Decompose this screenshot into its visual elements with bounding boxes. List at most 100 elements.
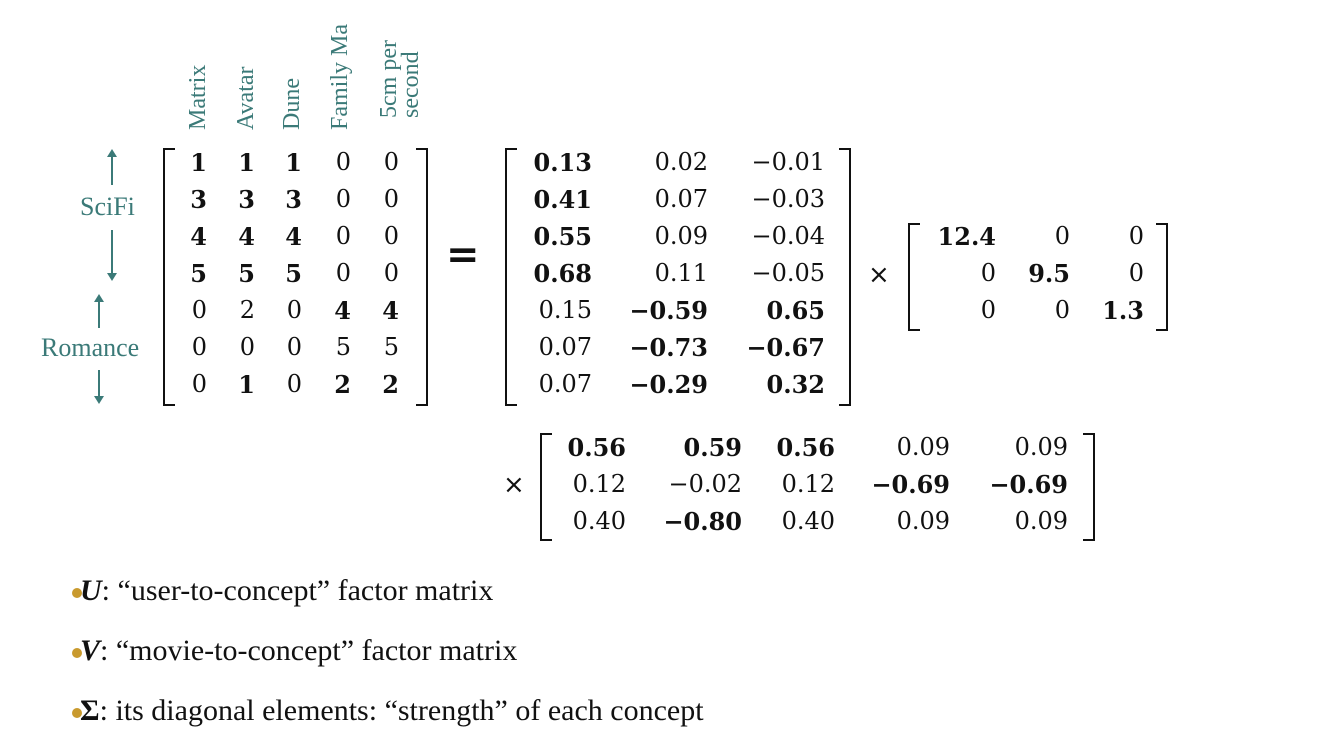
vt-cell-r2c2: −0.02 bbox=[668, 470, 742, 498]
bullet-text: : “movie-to-concept” factor matrix bbox=[100, 634, 518, 667]
a-cell-r7c5: 2 bbox=[382, 370, 399, 399]
vt-cell-r3c5: 0.09 bbox=[1014, 507, 1068, 535]
a-cell-r1c5: 0 bbox=[383, 148, 399, 176]
bullet-dot-icon bbox=[72, 588, 82, 598]
matrix-sigma-left-bracket bbox=[908, 223, 920, 331]
a-cell-r2c3: 3 bbox=[285, 185, 302, 214]
a-cell-r5c4: 4 bbox=[334, 296, 351, 325]
a-cell-r1c2: 1 bbox=[238, 148, 255, 177]
a-cell-r3c1: 4 bbox=[190, 222, 207, 251]
u-cell-r5c1: 0.15 bbox=[538, 296, 592, 324]
u-cell-r1c1: 0.13 bbox=[533, 148, 592, 177]
u-cell-r7c1: 0.07 bbox=[538, 370, 592, 398]
sigma-cell-r1c2: 0 bbox=[1054, 222, 1070, 250]
vt-cell-r3c4: 0.09 bbox=[896, 507, 950, 535]
u-cell-r2c2: 0.07 bbox=[654, 185, 708, 213]
a-cell-r1c4: 0 bbox=[335, 148, 351, 176]
u-cell-r3c1: 0.55 bbox=[533, 222, 592, 251]
vt-cell-r3c2: −0.80 bbox=[663, 507, 742, 536]
vt-cell-r2c5: −0.69 bbox=[989, 470, 1068, 499]
a-cell-r4c2: 5 bbox=[238, 259, 255, 288]
bullet-v: V: “movie-to-concept” factor matrix bbox=[72, 634, 518, 668]
scifi-arrow-down-icon bbox=[107, 230, 117, 281]
row-group-scifi: SciFi bbox=[80, 192, 135, 221]
bullet-text: : “user-to-concept” factor matrix bbox=[101, 574, 494, 607]
a-cell-r6c2: 0 bbox=[239, 333, 255, 361]
sigma-cell-r2c3: 0 bbox=[1128, 259, 1144, 287]
vt-cell-r2c4: −0.69 bbox=[871, 470, 950, 499]
a-cell-r5c1: 0 bbox=[191, 296, 207, 324]
a-cell-r3c3: 4 bbox=[285, 222, 302, 251]
u-cell-r7c3: 0.32 bbox=[766, 370, 825, 399]
vt-cell-r2c1: 0.12 bbox=[572, 470, 626, 498]
a-cell-r4c1: 5 bbox=[190, 259, 207, 288]
u-cell-r1c2: 0.02 bbox=[654, 148, 708, 176]
u-cell-r6c3: −0.67 bbox=[746, 333, 825, 362]
vt-cell-r2c3: 0.12 bbox=[781, 470, 835, 498]
matrix-u-left-bracket bbox=[505, 148, 517, 406]
matrix-vt-left-bracket bbox=[540, 433, 552, 541]
vt-cell-r1c2: 0.59 bbox=[683, 433, 742, 462]
vt-cell-r1c1: 0.56 bbox=[567, 433, 626, 462]
a-cell-r5c2: 2 bbox=[239, 296, 255, 324]
bullet-text: : its diagonal elements: “strength” of e… bbox=[99, 694, 704, 727]
u-cell-r6c2: −0.73 bbox=[629, 333, 708, 362]
u-cell-r6c1: 0.07 bbox=[538, 333, 592, 361]
a-cell-r6c4: 5 bbox=[335, 333, 351, 361]
a-cell-r1c1: 1 bbox=[190, 148, 207, 177]
u-cell-r3c2: 0.09 bbox=[654, 222, 708, 250]
bullet-symbol: V bbox=[80, 634, 101, 667]
u-cell-r7c2: −0.29 bbox=[629, 370, 708, 399]
a-cell-r7c2: 1 bbox=[238, 370, 255, 399]
times-sign-2: × bbox=[503, 470, 525, 500]
a-cell-r2c2: 3 bbox=[238, 185, 255, 214]
a-cell-r3c4: 0 bbox=[335, 222, 351, 250]
col-header-family: Family Ma bbox=[327, 24, 353, 130]
u-cell-r2c1: 0.41 bbox=[533, 185, 592, 214]
sigma-cell-r3c3: 1.3 bbox=[1102, 296, 1144, 325]
a-cell-r7c3: 0 bbox=[286, 370, 302, 398]
romance-arrow-up-icon bbox=[94, 294, 104, 328]
a-cell-r4c3: 5 bbox=[285, 259, 302, 288]
vt-cell-r1c4: 0.09 bbox=[896, 433, 950, 461]
u-cell-r4c2: 0.11 bbox=[654, 259, 708, 287]
col-header-5cm: 5cm per second bbox=[376, 40, 424, 118]
sigma-cell-r2c2: 9.5 bbox=[1028, 259, 1070, 288]
a-cell-r7c4: 2 bbox=[334, 370, 351, 399]
a-cell-r6c3: 0 bbox=[286, 333, 302, 361]
a-cell-r6c1: 0 bbox=[191, 333, 207, 361]
sigma-cell-r2c1: 0 bbox=[980, 259, 996, 287]
bullet-u: U: “user-to-concept” factor matrix bbox=[72, 574, 494, 608]
vt-cell-r1c3: 0.56 bbox=[776, 433, 835, 462]
u-cell-r1c3: −0.01 bbox=[751, 148, 825, 176]
a-cell-r2c1: 3 bbox=[190, 185, 207, 214]
equals-sign: = bbox=[446, 232, 480, 278]
a-cell-r1c3: 1 bbox=[285, 148, 302, 177]
sigma-cell-r3c2: 0 bbox=[1054, 296, 1070, 324]
col-header-matrix: Matrix bbox=[185, 64, 211, 130]
times-sign-1: × bbox=[868, 260, 890, 290]
a-cell-r4c4: 0 bbox=[335, 259, 351, 287]
a-cell-r3c5: 0 bbox=[383, 222, 399, 250]
bullet-symbol: U bbox=[80, 574, 102, 607]
bullet-sigma: Σ: its diagonal elements: “strength” of … bbox=[72, 694, 704, 728]
a-cell-r5c3: 0 bbox=[286, 296, 302, 324]
bullet-symbol: Σ bbox=[80, 694, 100, 727]
bullet-dot-icon bbox=[72, 648, 82, 658]
romance-arrow-down-icon bbox=[94, 370, 104, 404]
matrix-vt-right-bracket bbox=[1083, 433, 1095, 541]
vt-cell-r3c1: 0.40 bbox=[572, 507, 626, 535]
col-header-avatar: Avatar bbox=[233, 66, 259, 130]
vt-cell-r1c5: 0.09 bbox=[1014, 433, 1068, 461]
matrix-sigma-right-bracket bbox=[1156, 223, 1168, 331]
a-cell-r7c1: 0 bbox=[191, 370, 207, 398]
sigma-cell-r1c1: 12.4 bbox=[937, 222, 996, 251]
u-cell-r5c3: 0.65 bbox=[766, 296, 825, 325]
bullet-dot-icon bbox=[72, 708, 82, 718]
a-cell-r6c5: 5 bbox=[383, 333, 399, 361]
scifi-arrow-up-icon bbox=[107, 149, 117, 185]
matrix-a-right-bracket bbox=[416, 148, 428, 406]
a-cell-r4c5: 0 bbox=[383, 259, 399, 287]
u-cell-r2c3: −0.03 bbox=[751, 185, 825, 213]
u-cell-r4c3: −0.05 bbox=[751, 259, 825, 287]
